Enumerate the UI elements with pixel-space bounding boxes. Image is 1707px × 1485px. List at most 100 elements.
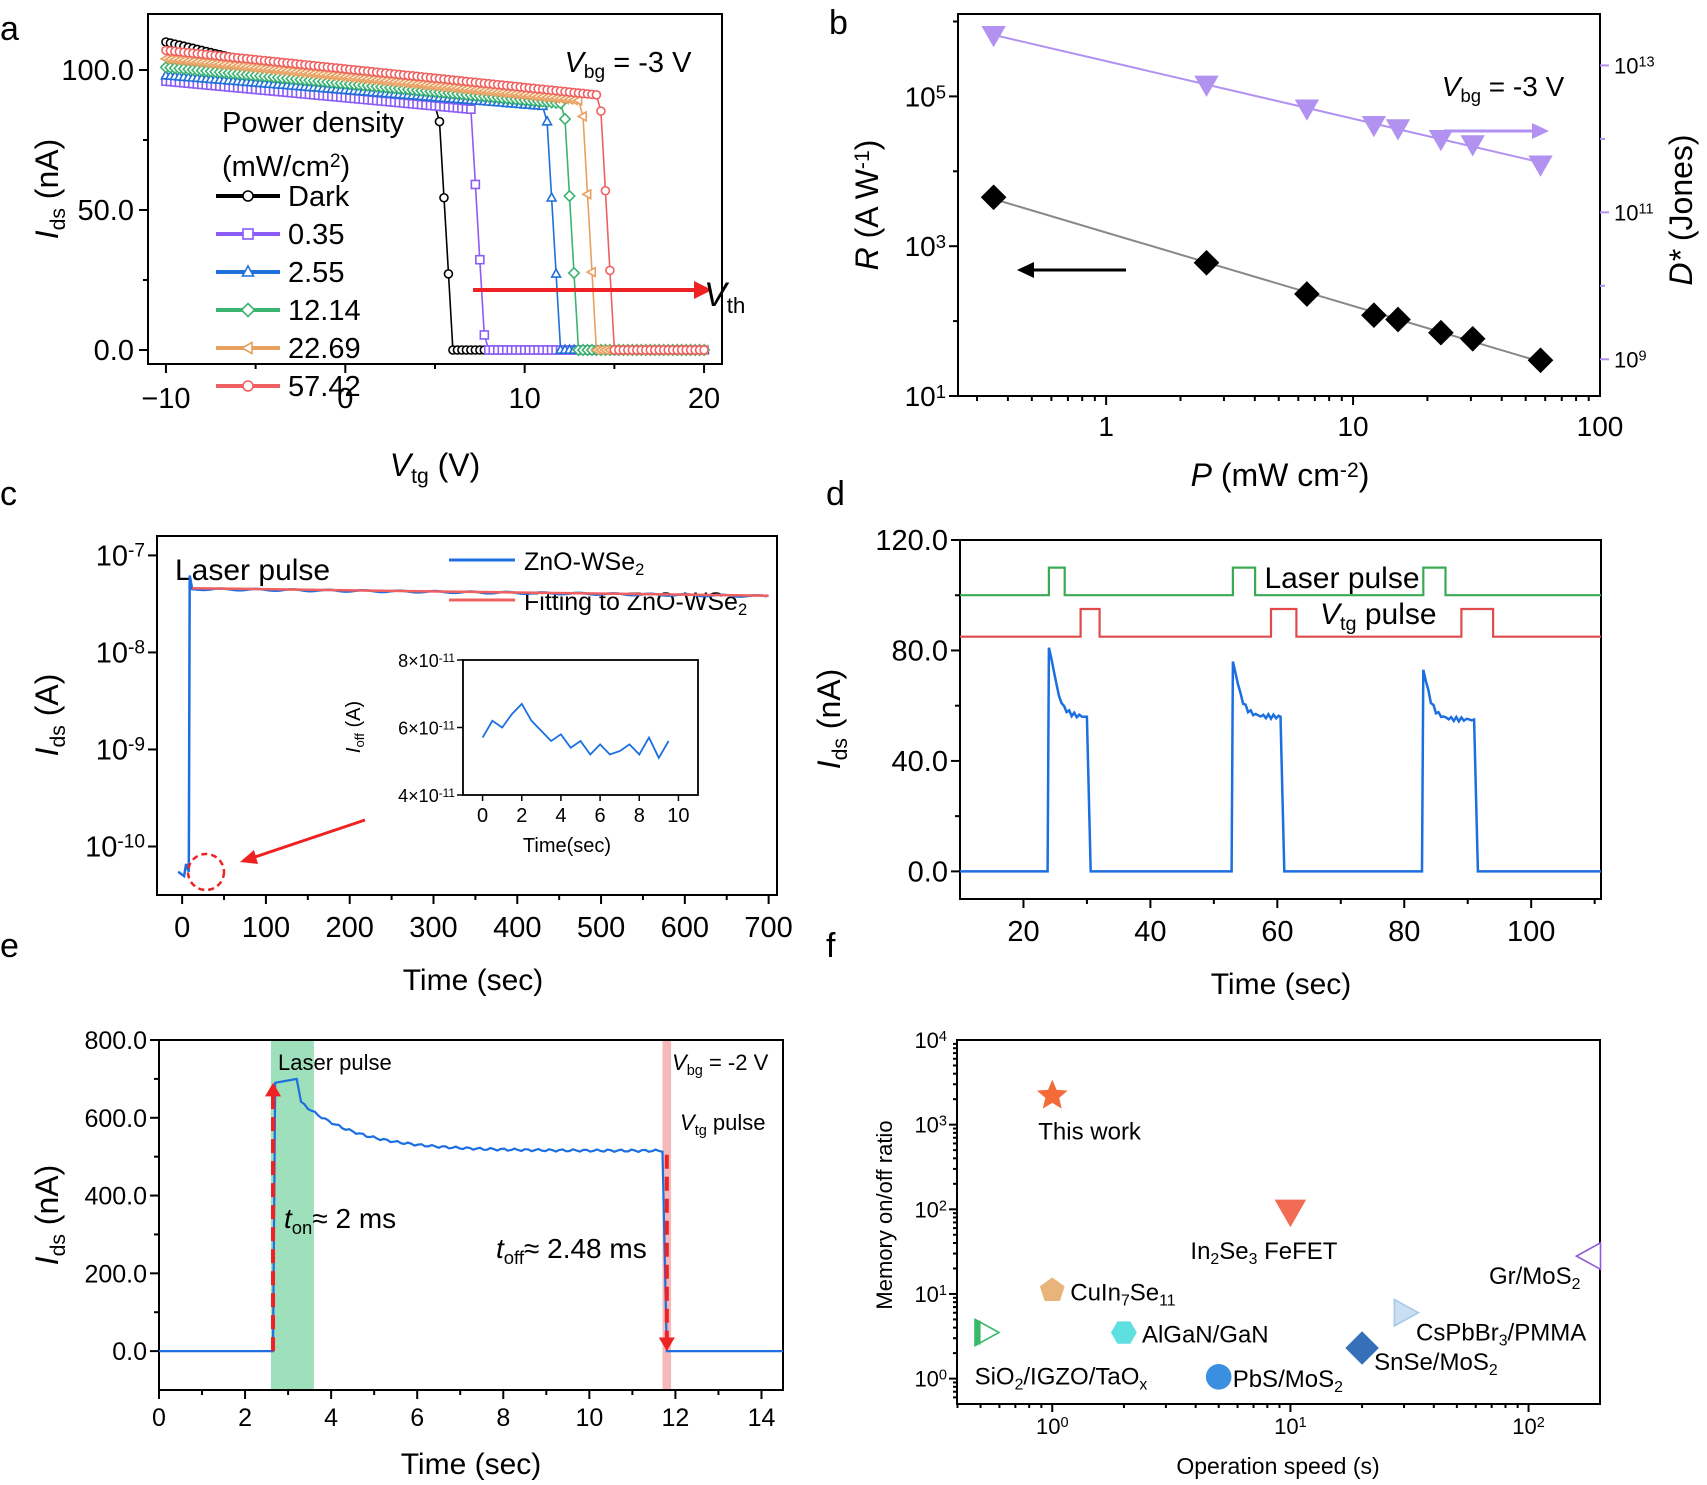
panel-c-x-tick-label: 200	[326, 912, 374, 944]
panel-c-x-tick-label: 400	[493, 912, 541, 944]
panel-f-point-label: PbS/MoS2	[1233, 1366, 1343, 1396]
panel-f-marker	[1205, 1364, 1232, 1390]
panel-c-inset-y-tick-label: 8×10-11	[398, 651, 455, 671]
panel-b-point	[1294, 281, 1320, 307]
label-part: 1	[936, 381, 946, 402]
panel-d-x-label: Time (sec)	[1211, 968, 1352, 1001]
label-part: 10	[914, 1197, 938, 1222]
label-part: 0	[174, 912, 190, 944]
panel-b-point	[1193, 249, 1220, 276]
label-part: PbS/MoS	[1233, 1366, 1334, 1393]
label-part: 0.0	[112, 1338, 147, 1366]
label-part: 2	[1489, 1362, 1498, 1379]
label-part: P	[1191, 457, 1213, 493]
panel-a-legend-label: 22.69	[288, 333, 361, 365]
label-part: 0	[477, 805, 488, 827]
label-part: 200.0	[84, 1260, 147, 1288]
label-part: 2	[738, 601, 747, 619]
label-part: V	[672, 1050, 689, 1075]
panel-c-inset-trace	[481, 702, 670, 760]
panel-b-y-label: R (A W-1)	[849, 140, 885, 271]
panel-a-legend-marker	[241, 264, 255, 277]
label-part: 3	[939, 1114, 947, 1130]
panel-f-x-tick-label: 102	[1512, 1414, 1545, 1439]
label-part: 20	[688, 383, 720, 415]
panel-a-legend-marker	[240, 302, 256, 318]
label-part: Laser pulse	[175, 554, 330, 587]
label-part: 600	[661, 912, 709, 944]
label-part: (nA)	[29, 139, 65, 208]
label-part: 8×10	[398, 651, 439, 671]
label-part: Time(sec)	[523, 835, 611, 857]
panel-b-x-tick-label: 10	[1337, 411, 1368, 442]
panel-b-y2-tick-label: 109	[1614, 347, 1647, 372]
panel-f-x-label: Operation speed (s)	[1176, 1453, 1379, 1479]
panel-d-x-tick-label: 80	[1388, 916, 1420, 948]
panel-f-marker	[1274, 1199, 1307, 1228]
label-part: (mW/cm	[222, 151, 330, 183]
panel-a-point	[558, 112, 572, 126]
label-part: 2	[1015, 1377, 1024, 1394]
label-part: V	[1442, 71, 1463, 102]
panel-c-y-tick-label: 10-9	[96, 734, 145, 766]
label-part: = -2 V	[703, 1050, 769, 1075]
panel-c-inset-x-tick-label: 2	[516, 805, 527, 827]
panel-d-x-tick-label: 60	[1261, 916, 1293, 948]
label-part: 2	[1334, 1379, 1343, 1396]
label-part: 9	[1638, 349, 1646, 365]
label-part: 10	[1036, 1414, 1060, 1439]
panel-a-legend-label: 0.35	[288, 219, 344, 251]
panel-e-x-tick-label: 8	[496, 1404, 510, 1432]
label-part: 0	[337, 383, 353, 415]
label-part: 4×10	[398, 786, 439, 806]
label-part: 7	[1121, 1293, 1130, 1310]
label-part: )	[849, 140, 885, 151]
label-part: 800.0	[84, 1027, 147, 1055]
label-part: 12.14	[288, 295, 361, 327]
panel-a-point	[699, 345, 709, 355]
label-part: 80	[1388, 916, 1420, 948]
panel-e-y-tick-label: 200.0	[84, 1260, 147, 1288]
label-part: 5	[936, 81, 946, 102]
panel-a-point	[567, 266, 581, 280]
label-part: (A)	[343, 701, 365, 733]
panel-e-on-arrowhead	[265, 1082, 282, 1097]
panel-c-annotation: Laser pulse	[175, 554, 330, 587]
panel-f-point-label: SnSe/MoS2	[1374, 1349, 1498, 1379]
panel-f-point-label: Gr/MoS2	[1489, 1263, 1581, 1293]
label-part: a	[0, 10, 19, 48]
panel-e-current-trace	[159, 1077, 783, 1353]
label-part: )	[341, 151, 351, 183]
label-part: (A)	[29, 674, 65, 726]
panel-b-point	[1361, 116, 1387, 138]
panel-a-x-tick-label: 20	[688, 383, 720, 415]
panel-c-inset-x-tick-label: 0	[477, 805, 488, 827]
panel-c-x-tick-label: 600	[661, 912, 709, 944]
label-part: (Jones)	[1663, 134, 1699, 250]
panel-c-inset-x-tick-label: 10	[667, 805, 689, 827]
panel-d-vtg-label: Vtg pulse	[1320, 598, 1437, 635]
label-part: 10	[1614, 347, 1638, 372]
label-part: pulse	[707, 1110, 766, 1135]
label-part: ds	[47, 208, 70, 230]
label-part: on	[292, 1217, 313, 1238]
label-part: 100	[242, 912, 290, 944]
panel-a-legend-label: 2.55	[288, 257, 344, 289]
label-part: /PMMA	[1508, 1320, 1587, 1347]
label-part: 0	[1060, 1415, 1068, 1431]
label-part: 10	[1614, 200, 1638, 225]
label-part: 57.42	[288, 371, 361, 403]
panel-c-x-label: Time (sec)	[403, 964, 544, 997]
panel-b-y2-tick-label: 1013	[1614, 53, 1655, 78]
label-part: 14	[748, 1404, 776, 1432]
panel-e-x-label: Time (sec)	[401, 1448, 542, 1481]
panel-b-fit-line	[993, 33, 1541, 164]
label-part: 10	[1337, 411, 1368, 442]
label-part: 10	[96, 637, 128, 669]
panel-a-point	[541, 115, 553, 126]
panel-c-frame	[156, 535, 778, 896]
label-part: I	[29, 230, 65, 239]
panel-e-x-tick-label: 6	[410, 1404, 424, 1432]
panel-f-point-AlGaN/GaN	[1110, 1321, 1137, 1344]
